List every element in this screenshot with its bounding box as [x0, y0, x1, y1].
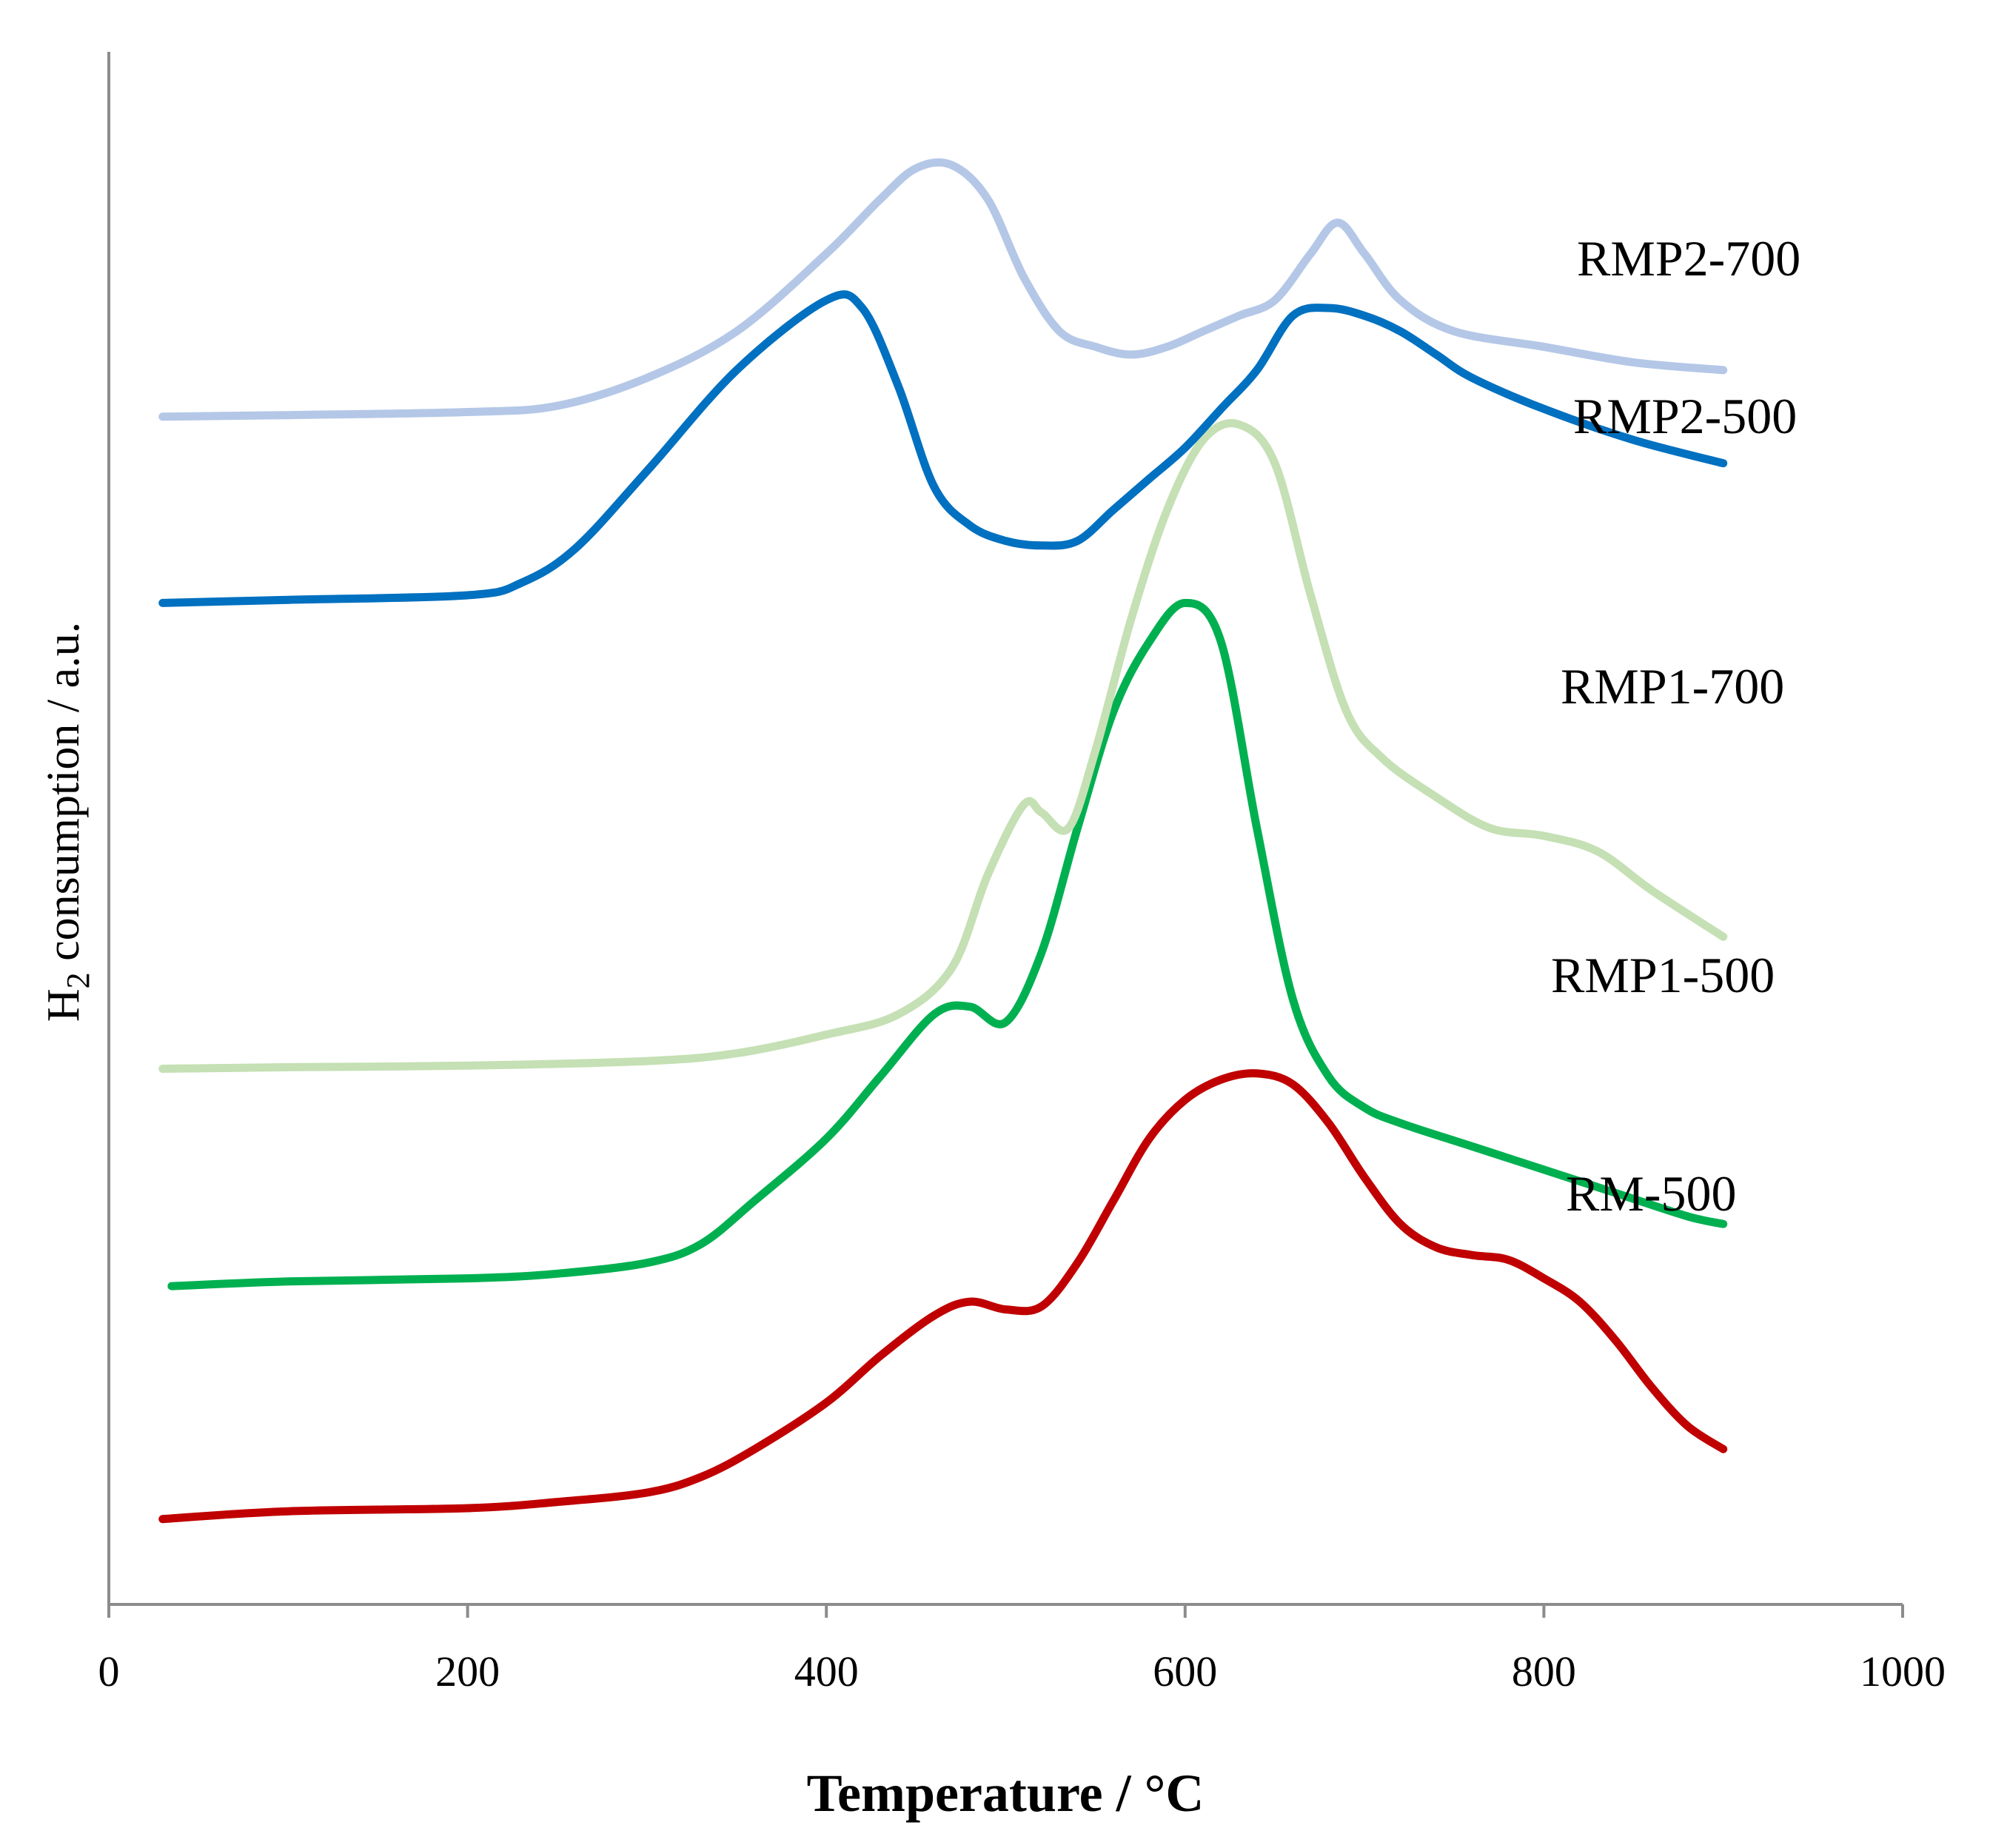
series-label-rmp1-500: RMP1-500: [1551, 947, 1775, 1003]
x-tick-labels: 0 200 400 600 800 1000: [98, 1647, 1946, 1695]
x-tick-label-400: 400: [794, 1647, 859, 1695]
series-label-rmp2-700: RMP2-700: [1577, 230, 1800, 287]
y-axis-title-suffix: consumption / a.u.: [38, 622, 89, 973]
series-label-rm-500: RM-500: [1566, 1165, 1736, 1222]
series-line-rmp1-500: [167, 598, 1728, 1290]
x-tick-label-0: 0: [98, 1647, 120, 1695]
x-axis-title: Temperature / °C: [807, 1764, 1205, 1823]
series-line-rm-500: [158, 1069, 1728, 1524]
axes: [107, 52, 1903, 1606]
y-axis-title-subscript: 2: [60, 972, 96, 988]
series-label-rmp2-500: RMP2-500: [1573, 388, 1797, 444]
x-tick-label-800: 800: [1512, 1647, 1576, 1695]
x-tick-label-600: 600: [1153, 1647, 1217, 1695]
x-ticks: [107, 1604, 1904, 1618]
series-label-rmp1-700: RMP1-700: [1561, 658, 1784, 714]
series-line-rmp1-700: [158, 419, 1728, 1073]
x-tick-label-1000: 1000: [1860, 1647, 1946, 1695]
series-line-rmp2-500: [158, 290, 1728, 607]
y-axis-title: H2 consumption / a.u.: [38, 622, 96, 1022]
series-labels: RM-500 RMP1-500 RMP1-700 RMP2-500 RMP2-700: [1551, 230, 1800, 1222]
series-line-rmp2-700: [158, 158, 1728, 421]
x-tick-label-200: 200: [435, 1647, 500, 1695]
y-axis-title-prefix: H: [38, 988, 89, 1022]
series-lines: [158, 158, 1728, 1524]
